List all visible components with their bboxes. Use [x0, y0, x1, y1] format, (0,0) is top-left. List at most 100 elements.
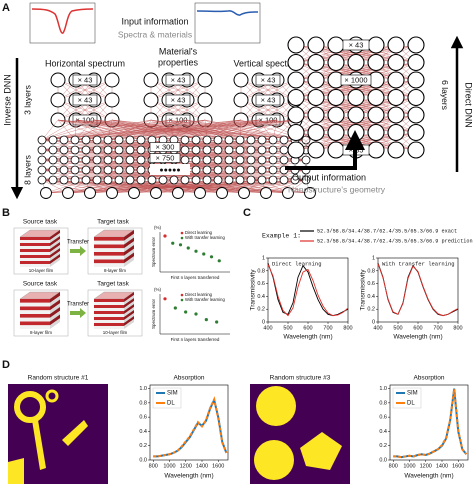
neuron	[169, 175, 179, 185]
film-layer	[20, 255, 50, 258]
structure-image	[250, 384, 350, 484]
neuron	[81, 155, 91, 165]
neuron	[136, 135, 146, 145]
neuron	[287, 71, 305, 89]
input-subtitle: Spectra & materials	[118, 29, 192, 39]
neuron	[279, 155, 289, 165]
neuron	[268, 135, 278, 145]
connection	[150, 99, 206, 121]
data-point	[173, 306, 177, 310]
neuron	[136, 155, 146, 165]
neuron	[224, 145, 234, 155]
y-tick-label: 0.8	[367, 268, 375, 274]
connection	[45, 179, 219, 194]
connection	[74, 119, 296, 141]
neuron	[125, 135, 135, 145]
film-layer	[94, 259, 124, 264]
x-tick-label: 1200	[420, 463, 432, 469]
neuron	[282, 187, 294, 199]
neuron	[59, 135, 69, 145]
film-layer	[20, 310, 50, 314]
x-tick-label: 800	[149, 463, 158, 469]
connection	[265, 179, 307, 194]
neuron	[224, 165, 234, 175]
neuron	[407, 141, 425, 159]
neuron	[224, 155, 234, 165]
neuron	[327, 106, 345, 124]
data-point	[194, 249, 198, 253]
neuron	[347, 106, 365, 124]
x-tick-label: 1400	[196, 463, 208, 469]
data-point	[202, 252, 206, 256]
multiplier-box	[165, 94, 191, 106]
neuron	[92, 135, 102, 145]
neuron	[114, 175, 124, 185]
y-tick-label: 0.0	[379, 457, 387, 463]
data-point	[217, 259, 221, 263]
connection	[168, 119, 274, 141]
neuron	[235, 155, 245, 165]
y-tick-label: 0.4	[379, 429, 387, 435]
neuron	[104, 92, 120, 108]
input-title: Input information	[121, 16, 188, 26]
film-side	[124, 313, 134, 323]
film-side	[124, 237, 134, 249]
connection	[41, 119, 206, 141]
connection	[41, 119, 278, 141]
neuron	[158, 175, 168, 185]
neuron	[235, 135, 245, 145]
film-side	[124, 252, 134, 264]
film-layer	[20, 249, 50, 252]
neuron	[246, 135, 256, 145]
data-point	[186, 246, 190, 250]
neuron	[202, 135, 212, 145]
neuron	[202, 145, 212, 155]
neuron	[367, 106, 385, 124]
neuron	[104, 72, 120, 88]
connection	[133, 179, 307, 194]
panel-b: Source task Target task 10-layer film 8-lay…	[13, 219, 230, 342]
neuron	[304, 187, 316, 199]
neuron	[238, 187, 250, 199]
connection	[57, 79, 113, 101]
panel-label: A	[2, 2, 10, 14]
neuron	[70, 135, 80, 145]
neuron	[202, 165, 212, 175]
label: Target task	[97, 281, 130, 288]
neuron	[125, 165, 135, 175]
y-tick-label: 0.8	[257, 268, 265, 274]
panel-label: C	[243, 207, 251, 219]
film-layer	[20, 325, 50, 329]
film-layer	[20, 317, 50, 322]
column-title: properties	[158, 57, 199, 67]
film-layer	[20, 246, 50, 249]
neuron	[307, 106, 325, 124]
layers-label: 8 layers	[22, 155, 32, 185]
neuron	[307, 88, 325, 107]
connection	[272, 119, 296, 141]
y-tick-label: 0.6	[139, 415, 147, 421]
label: × 1000	[344, 75, 367, 84]
neuron	[191, 175, 201, 185]
film-layer	[20, 302, 50, 307]
neuron	[216, 187, 228, 199]
film-side	[124, 233, 134, 245]
legend-marker	[180, 298, 184, 302]
neuron	[37, 145, 47, 155]
label: Wavelength (nm)	[404, 473, 453, 480]
neuron	[279, 145, 289, 155]
neuron	[114, 145, 124, 155]
connection	[186, 119, 274, 141]
column-title: Vertical spectrum	[233, 58, 302, 68]
label: Absorption	[413, 375, 444, 382]
label: DL	[167, 401, 175, 407]
x-tick-label: 1000	[403, 463, 415, 469]
neuron	[180, 175, 190, 185]
neuron	[191, 145, 201, 155]
neuron	[233, 92, 249, 108]
neuron	[136, 145, 146, 155]
x-tick-label: 600	[413, 325, 422, 331]
column-title: Material's	[159, 46, 198, 56]
neuron	[287, 106, 305, 124]
neuron	[103, 135, 113, 145]
